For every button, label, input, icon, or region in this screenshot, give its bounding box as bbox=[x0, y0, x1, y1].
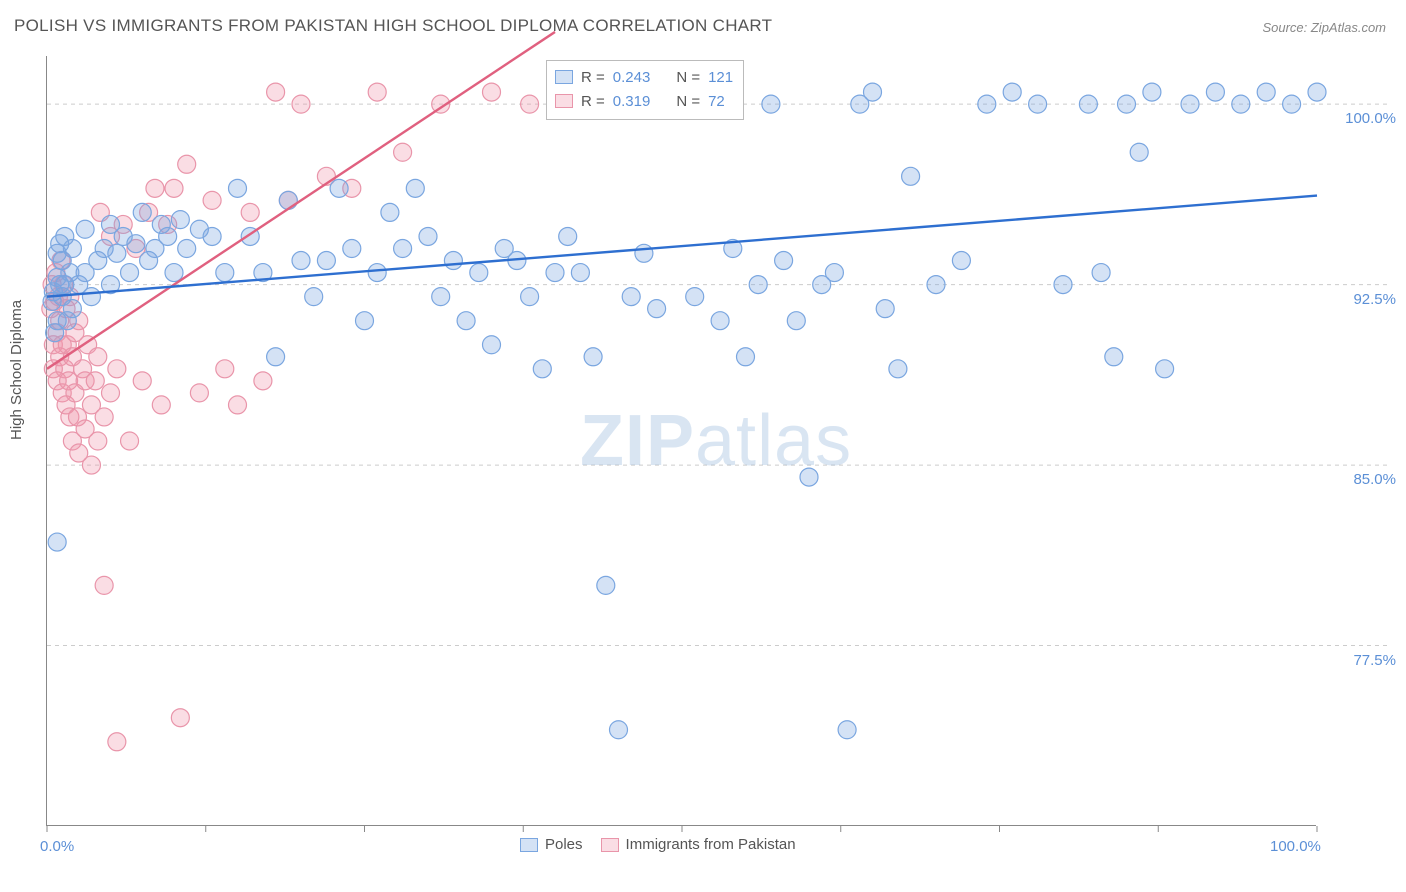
legend-label-pakistan: Immigrants from Pakistan bbox=[626, 836, 796, 853]
n-value-pakistan: 72 bbox=[708, 93, 725, 110]
swatch-pakistan bbox=[555, 94, 573, 108]
source-attribution: Source: ZipAtlas.com bbox=[1262, 20, 1386, 35]
y-tick-label: 85.0% bbox=[1326, 471, 1396, 488]
n-label: N = bbox=[676, 93, 700, 110]
r-value-pakistan: 0.319 bbox=[613, 93, 651, 110]
stats-legend: R = 0.243 N = 121 R = 0.319 N = 72 bbox=[546, 60, 744, 120]
legend-item-pakistan: Immigrants from Pakistan bbox=[601, 836, 796, 853]
chart-title: POLISH VS IMMIGRANTS FROM PAKISTAN HIGH … bbox=[14, 16, 772, 36]
stats-row-pakistan: R = 0.319 N = 72 bbox=[555, 89, 733, 113]
y-axis-label: High School Diploma bbox=[8, 300, 25, 440]
legend-item-poles: Poles bbox=[520, 836, 583, 853]
stats-row-poles: R = 0.243 N = 121 bbox=[555, 65, 733, 89]
plot-area bbox=[46, 56, 1316, 826]
x-tick-label: 0.0% bbox=[40, 838, 74, 855]
r-value-poles: 0.243 bbox=[613, 69, 651, 86]
n-value-poles: 121 bbox=[708, 69, 733, 86]
n-label: N = bbox=[676, 69, 700, 86]
scatter-chart-svg bbox=[47, 56, 1406, 846]
r-label: R = bbox=[581, 93, 605, 110]
swatch-poles bbox=[555, 70, 573, 84]
bottom-legend: Poles Immigrants from Pakistan bbox=[520, 836, 796, 853]
r-label: R = bbox=[581, 69, 605, 86]
x-tick-label: 100.0% bbox=[1270, 838, 1321, 855]
y-tick-label: 100.0% bbox=[1326, 110, 1396, 127]
swatch-poles bbox=[520, 838, 538, 852]
swatch-pakistan bbox=[601, 838, 619, 852]
legend-label-poles: Poles bbox=[545, 836, 583, 853]
y-tick-label: 77.5% bbox=[1326, 652, 1396, 669]
y-tick-label: 92.5% bbox=[1326, 291, 1396, 308]
